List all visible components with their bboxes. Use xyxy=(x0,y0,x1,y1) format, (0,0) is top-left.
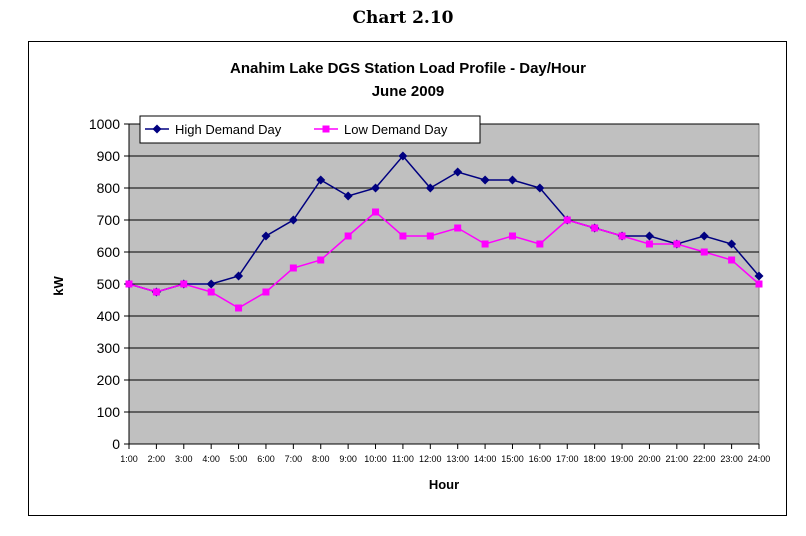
x-tick-label: 7:00 xyxy=(285,454,303,464)
x-tick-label: 24:00 xyxy=(748,454,771,464)
y-axis-label: kW xyxy=(51,276,66,296)
data-point-series-2 xyxy=(591,224,599,232)
x-tick-label: 6:00 xyxy=(257,454,275,464)
x-tick-labels: 1:00 2:00 3:00 4:00 5:00 6:00 7:00 8:00 9:00 10:0… xyxy=(120,454,770,464)
legend-label-1: High Demand Day xyxy=(175,122,282,137)
data-point-series-2 xyxy=(207,288,215,296)
x-tick-label: 19:00 xyxy=(611,454,634,464)
x-tick-label: 23:00 xyxy=(720,454,743,464)
y-tick-label: 1000 xyxy=(89,116,120,132)
y-tick-label: 800 xyxy=(97,180,121,196)
data-point-series-1 xyxy=(343,191,353,201)
legend-marker-1 xyxy=(152,124,162,134)
data-point-series-1 xyxy=(398,151,408,161)
y-tick-labels: 0 100 200 300 400 500 600 700 800 900 1000 xyxy=(89,116,120,452)
x-tick-label: 16:00 xyxy=(529,454,552,464)
series-lines xyxy=(128,154,760,309)
x-tick-label: 2:00 xyxy=(148,454,166,464)
chart-caption: Chart 2.10 xyxy=(352,8,454,28)
data-point-series-2 xyxy=(481,240,489,248)
series-line-1 xyxy=(128,154,760,293)
chart-title-line1: Anahim Lake DGS Station Load Profile - D… xyxy=(230,60,586,77)
x-tick-label: 12:00 xyxy=(419,454,442,464)
y-tick-label: 100 xyxy=(97,404,121,420)
x-tick-label: 22:00 xyxy=(693,454,716,464)
data-point-series-2 xyxy=(755,280,763,288)
x-tick-label: 8:00 xyxy=(312,454,330,464)
x-axis-label: Hour xyxy=(429,477,459,492)
data-point-series-1 xyxy=(754,271,764,281)
data-point-series-1 xyxy=(644,231,654,241)
data-point-series-2 xyxy=(399,232,407,240)
y-tick-label: 200 xyxy=(97,372,121,388)
data-point-series-1 xyxy=(727,239,737,249)
data-point-series-1 xyxy=(206,279,216,289)
y-tick-label: 400 xyxy=(97,308,121,324)
data-point-series-2 xyxy=(180,280,188,288)
y-tick-label: 600 xyxy=(97,244,121,260)
y-tick-label: 300 xyxy=(97,340,121,356)
legend-label-2: Low Demand Day xyxy=(344,122,448,137)
data-point-series-2 xyxy=(372,208,380,216)
x-tick-label: 18:00 xyxy=(583,454,606,464)
x-tick-label: 3:00 xyxy=(175,454,193,464)
x-tick-label: 1:00 xyxy=(120,454,138,464)
data-point-series-2 xyxy=(235,304,243,312)
legend: High Demand Day Low Demand Day xyxy=(139,115,481,144)
x-tick-label: 13:00 xyxy=(446,454,469,464)
data-point-series-2 xyxy=(700,248,708,256)
data-point-series-1 xyxy=(425,183,435,193)
data-point-series-1 xyxy=(261,231,271,241)
x-tick-label: 20:00 xyxy=(638,454,661,464)
x-tick-label: 15:00 xyxy=(501,454,524,464)
data-point-series-2 xyxy=(317,256,325,264)
x-tick-label: 14:00 xyxy=(474,454,497,464)
x-tick-label: 11:00 xyxy=(392,454,414,464)
x-tick-label: 10:00 xyxy=(364,454,387,464)
series-line-2 xyxy=(128,211,760,309)
data-point-series-2 xyxy=(344,232,352,240)
data-point-series-1 xyxy=(480,175,490,185)
x-tick-label: 17:00 xyxy=(556,454,579,464)
data-point-series-1 xyxy=(371,183,381,193)
data-point-series-2 xyxy=(673,240,681,248)
line-chart: Anahim Lake DGS Station Load Profile - D… xyxy=(51,60,770,492)
data-point-series-1 xyxy=(316,175,326,185)
chart-title-line2: June 2009 xyxy=(372,83,445,100)
y-tick-label: 0 xyxy=(112,436,120,452)
x-tick-label: 4:00 xyxy=(202,454,220,464)
x-tick-label: 9:00 xyxy=(339,454,357,464)
data-point-series-1 xyxy=(535,183,545,193)
y-tick-label: 900 xyxy=(97,148,121,164)
data-point-series-2 xyxy=(508,232,516,240)
data-point-series-2 xyxy=(618,232,626,240)
legend-marker-2 xyxy=(322,125,330,133)
data-point-series-1 xyxy=(234,271,244,281)
data-point-series-1 xyxy=(288,215,298,225)
data-point-series-2 xyxy=(536,240,544,248)
chart-frame: Anahim Lake DGS Station Load Profile - D… xyxy=(28,41,787,516)
data-point-series-2 xyxy=(125,280,133,288)
data-point-series-2 xyxy=(262,288,270,296)
data-point-series-2 xyxy=(426,232,434,240)
data-point-series-1 xyxy=(507,175,517,185)
data-point-series-2 xyxy=(563,216,571,224)
data-point-series-2 xyxy=(289,264,297,272)
data-point-series-2 xyxy=(152,288,160,296)
data-point-series-1 xyxy=(699,231,709,241)
data-point-series-2 xyxy=(645,240,653,248)
data-point-series-2 xyxy=(454,224,462,232)
y-tick-label: 500 xyxy=(97,276,121,292)
data-point-series-1 xyxy=(453,167,463,177)
y-tick-label: 700 xyxy=(97,212,121,228)
x-tick-label: 21:00 xyxy=(666,454,689,464)
series-markers xyxy=(124,151,764,312)
data-point-series-2 xyxy=(728,256,736,264)
x-tick-label: 5:00 xyxy=(230,454,248,464)
axes xyxy=(124,123,760,449)
